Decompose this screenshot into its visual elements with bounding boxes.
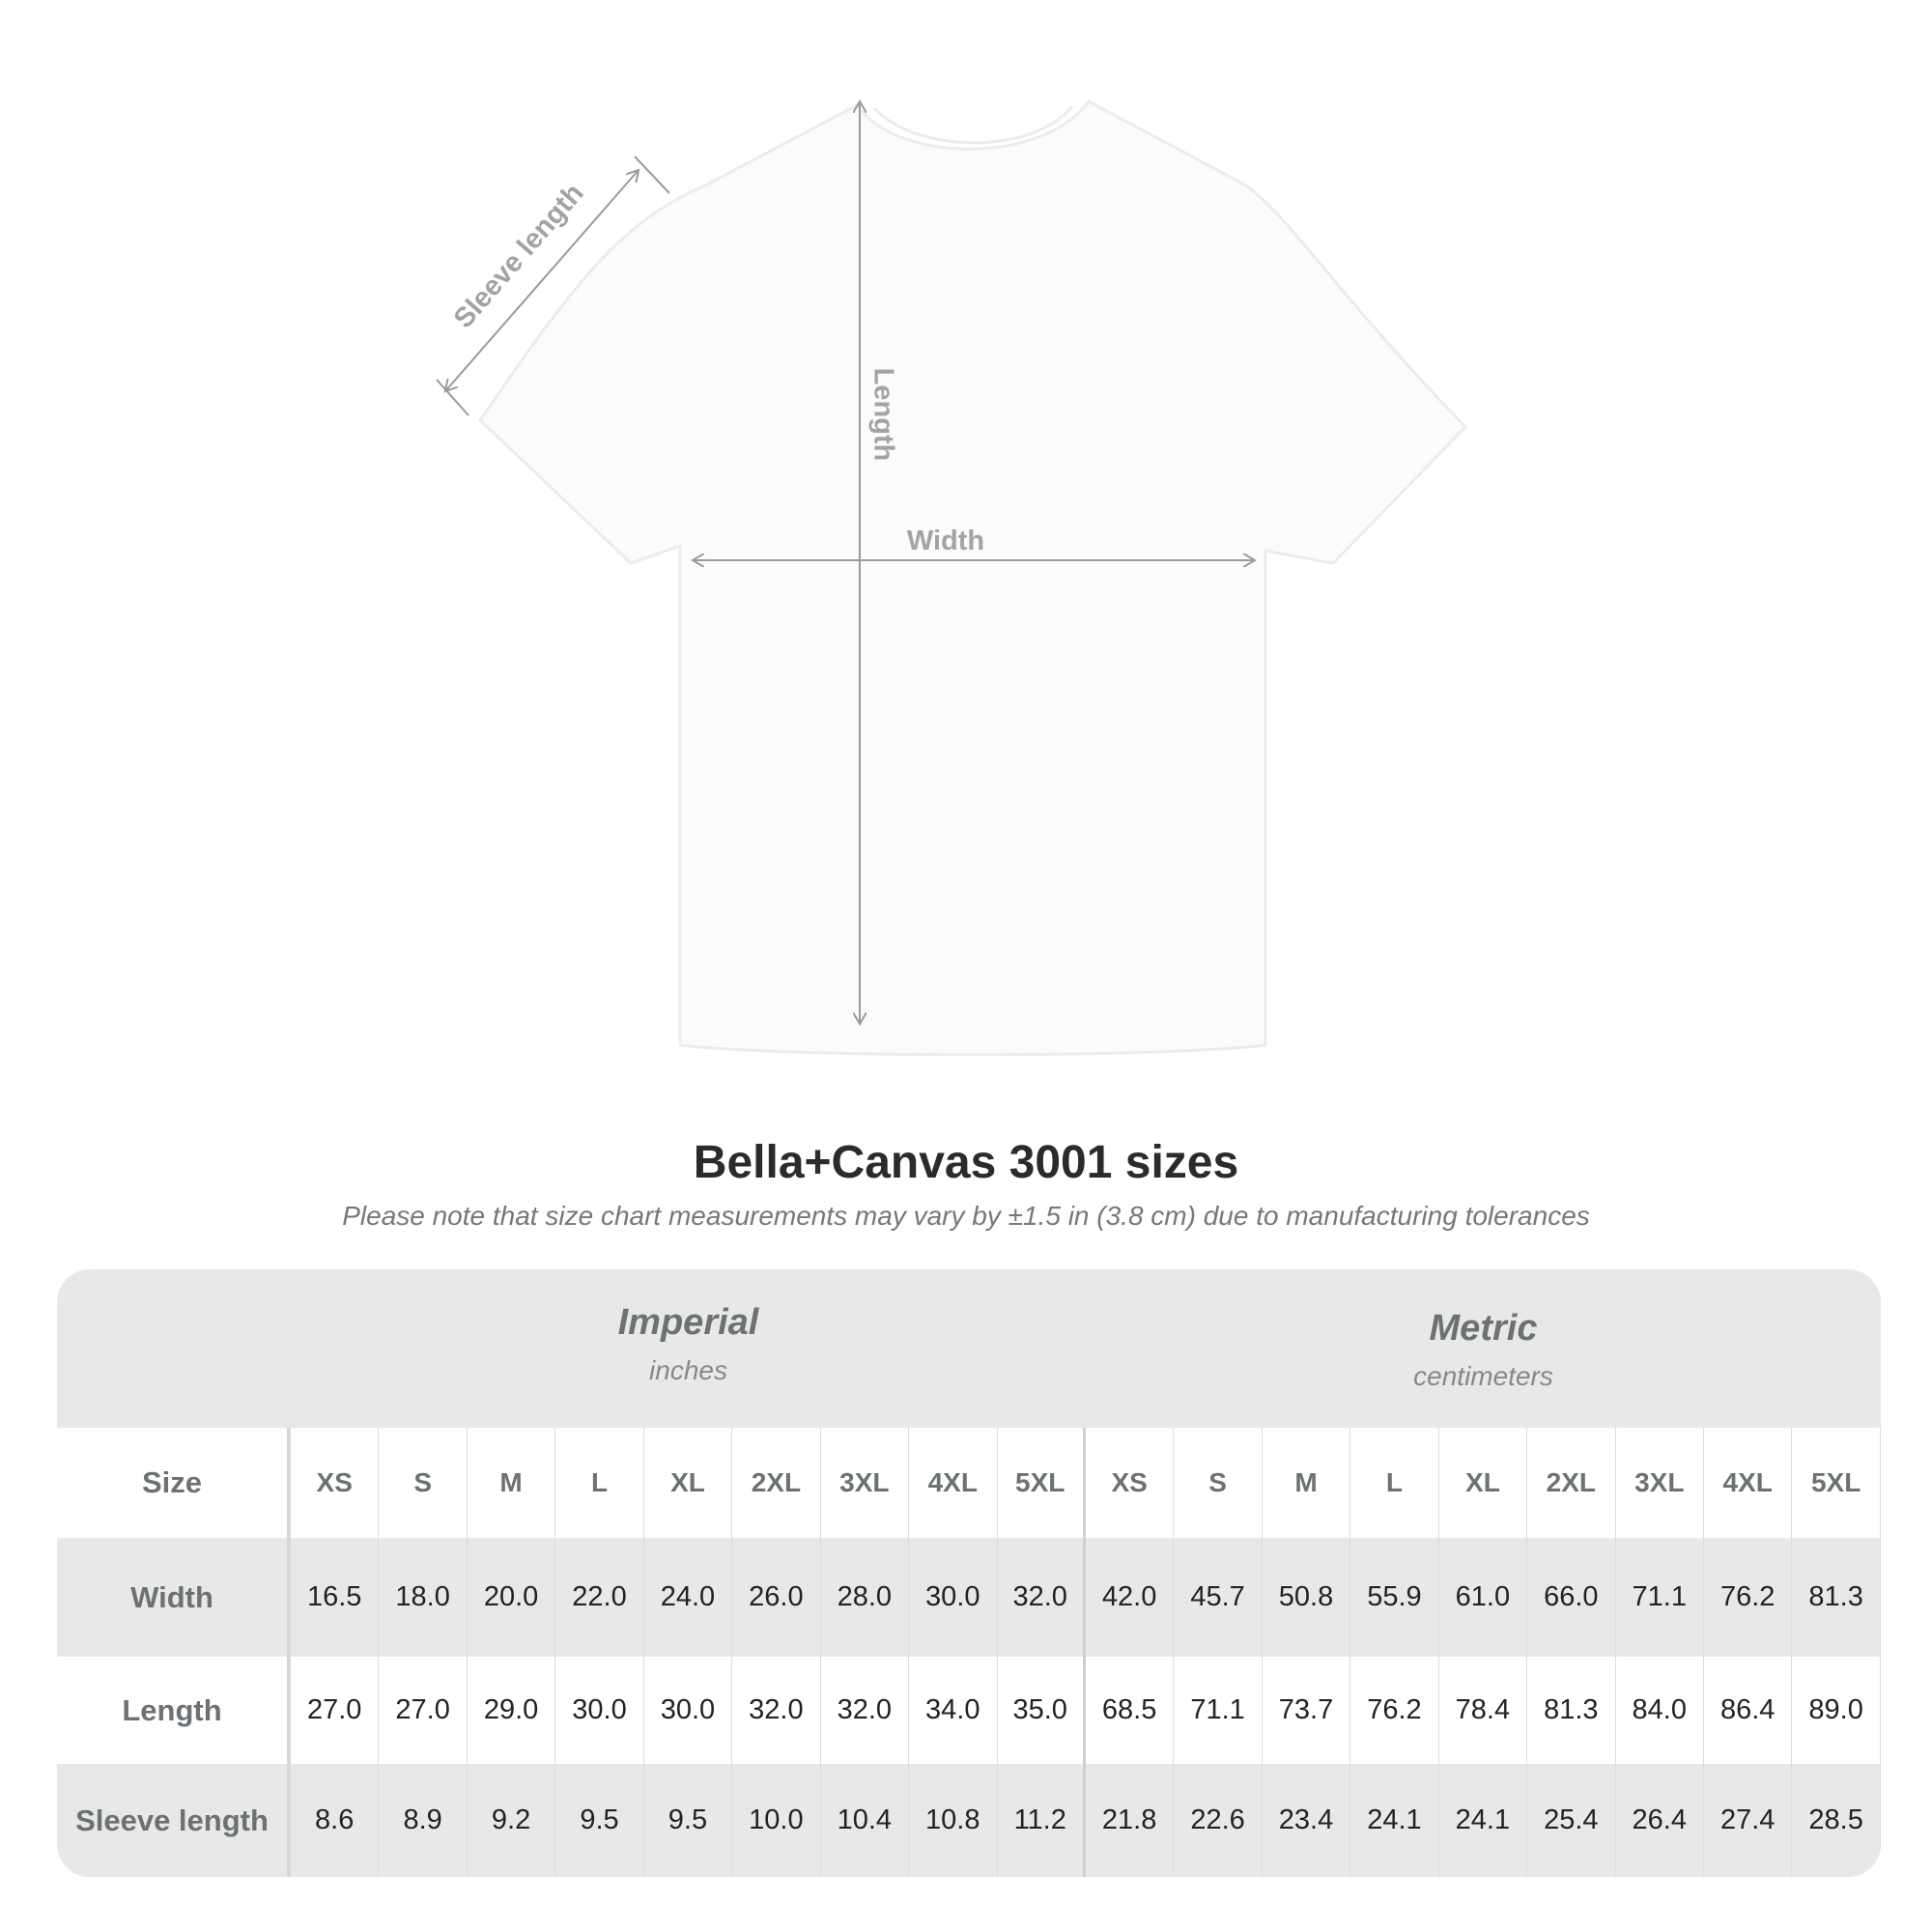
table-cell: 42.0 xyxy=(1086,1538,1175,1657)
size-header-cell: S xyxy=(379,1428,468,1538)
tolerance-note: Please note that size chart measurements… xyxy=(342,1201,1590,1231)
tshirt-diagram: Sleeve length Length Width xyxy=(436,0,1468,1057)
size-table: Imperial inches Metric centimeters Size … xyxy=(57,1269,1881,1877)
table-cell: 24.1 xyxy=(1439,1764,1528,1877)
table-cell: 22.0 xyxy=(555,1538,644,1657)
table-row: Width 16.5 18.0 20.0 22.0 24.0 26.0 28.0 30.0 32… xyxy=(57,1538,1881,1657)
table-cell: 10.0 xyxy=(732,1764,821,1877)
table-cell: 32.0 xyxy=(998,1538,1086,1657)
table-cell: 86.4 xyxy=(1704,1657,1793,1764)
table-row: Length 27.0 27.0 29.0 30.0 30.0 32.0 32.0 34.0 3… xyxy=(57,1657,1881,1764)
table-cell: 73.7 xyxy=(1263,1657,1351,1764)
row-label: Sleeve length xyxy=(57,1764,291,1877)
size-header-cell: 3XL xyxy=(1616,1428,1704,1538)
table-cell: 89.0 xyxy=(1792,1657,1881,1764)
table-row: Sleeve length 8.6 8.9 9.2 9.5 9.5 10.0 10.4 10.… xyxy=(57,1764,1881,1877)
table-cell: 66.0 xyxy=(1527,1538,1616,1657)
table-cell: 45.7 xyxy=(1174,1538,1263,1657)
table-cell: 21.8 xyxy=(1086,1764,1175,1877)
imperial-label: Imperial xyxy=(617,1302,759,1343)
table-cell: 20.0 xyxy=(468,1538,556,1657)
metric-label: Metric xyxy=(1429,1308,1538,1349)
table-cell: 55.9 xyxy=(1350,1538,1439,1657)
table-cell: 10.4 xyxy=(821,1764,910,1877)
table-cell: 9.5 xyxy=(555,1764,644,1877)
table-cell: 27.0 xyxy=(291,1657,380,1764)
table-cell: 24.0 xyxy=(644,1538,733,1657)
table-cell: 71.1 xyxy=(1616,1538,1704,1657)
table-cell: 68.5 xyxy=(1086,1657,1175,1764)
metric-unit: centimeters xyxy=(1413,1361,1553,1391)
table-cell: 26.4 xyxy=(1616,1764,1704,1877)
size-header-cell: M xyxy=(468,1428,556,1538)
size-header-cell: XS xyxy=(291,1428,380,1538)
table-cell: 9.2 xyxy=(468,1764,556,1877)
table-cell: 76.2 xyxy=(1704,1538,1793,1657)
table-cell: 32.0 xyxy=(821,1657,910,1764)
table-cell: 81.3 xyxy=(1527,1657,1616,1764)
size-header-cell: 5XL xyxy=(998,1428,1086,1538)
length-label: Length xyxy=(867,368,898,462)
table-cell: 81.3 xyxy=(1792,1538,1881,1657)
size-label: Size xyxy=(57,1428,291,1538)
table-cell: 30.0 xyxy=(909,1538,998,1657)
size-header-cell: XS xyxy=(1086,1428,1175,1538)
size-header-cell: L xyxy=(1350,1428,1439,1538)
table-cell: 30.0 xyxy=(555,1657,644,1764)
size-header-cell: 4XL xyxy=(1704,1428,1793,1538)
size-header-cell: 2XL xyxy=(732,1428,821,1538)
table-cell: 25.4 xyxy=(1527,1764,1616,1877)
table-cell: 34.0 xyxy=(909,1657,998,1764)
row-label: Length xyxy=(57,1657,291,1764)
imperial-unit: inches xyxy=(649,1355,727,1385)
table-cell: 16.5 xyxy=(291,1538,380,1657)
size-header-cell: 5XL xyxy=(1792,1428,1881,1538)
table-cell: 35.0 xyxy=(998,1657,1086,1764)
table-cell: 28.0 xyxy=(821,1538,910,1657)
size-header-row: Size XS S M L XL 2XL 3XL 4XL 5XL XS S M L XL 2XL 3XL 4XL… xyxy=(57,1428,1881,1538)
imperial-header: Imperial inches xyxy=(291,1302,1086,1461)
size-header-cell: L xyxy=(555,1428,644,1538)
size-header-cell: XL xyxy=(1439,1428,1528,1538)
table-cell: 27.4 xyxy=(1704,1764,1793,1877)
table-cell: 78.4 xyxy=(1439,1657,1528,1764)
table-cell: 11.2 xyxy=(998,1764,1086,1877)
table-cell: 28.5 xyxy=(1792,1764,1881,1877)
table-cell: 71.1 xyxy=(1174,1657,1263,1764)
table-cell: 10.8 xyxy=(909,1764,998,1877)
table-cell: 8.9 xyxy=(379,1764,468,1877)
size-chart-title: Bella+Canvas 3001 sizes xyxy=(693,1137,1239,1188)
size-header-cell: S xyxy=(1174,1428,1263,1538)
table-cell: 24.1 xyxy=(1350,1764,1439,1877)
table-cell: 18.0 xyxy=(379,1538,468,1657)
width-label: Width xyxy=(907,526,984,556)
row-label: Width xyxy=(57,1538,291,1657)
table-cell: 50.8 xyxy=(1263,1538,1351,1657)
table-cell: 76.2 xyxy=(1350,1657,1439,1764)
table-cell: 27.0 xyxy=(379,1657,468,1764)
size-header-cell: 3XL xyxy=(821,1428,910,1538)
table-cell: 9.5 xyxy=(644,1764,733,1877)
table-cell: 8.6 xyxy=(291,1764,380,1877)
table-cell: 29.0 xyxy=(468,1657,556,1764)
table-cell: 30.0 xyxy=(644,1657,733,1764)
tshirt-shape xyxy=(478,99,1468,1057)
table-cell: 32.0 xyxy=(732,1657,821,1764)
metric-header: Metric centimeters xyxy=(1086,1308,1881,1466)
table-cell: 61.0 xyxy=(1439,1538,1528,1657)
size-header-cell: 4XL xyxy=(909,1428,998,1538)
table-cell: 22.6 xyxy=(1174,1764,1263,1877)
table-cell: 23.4 xyxy=(1263,1764,1351,1877)
size-header-cell: M xyxy=(1263,1428,1351,1538)
table-cell: 26.0 xyxy=(732,1538,821,1657)
size-header-cell: XL xyxy=(644,1428,733,1538)
table-cell: 84.0 xyxy=(1616,1657,1704,1764)
size-header-cell: 2XL xyxy=(1527,1428,1616,1538)
sleeve-measure-line xyxy=(445,170,639,391)
